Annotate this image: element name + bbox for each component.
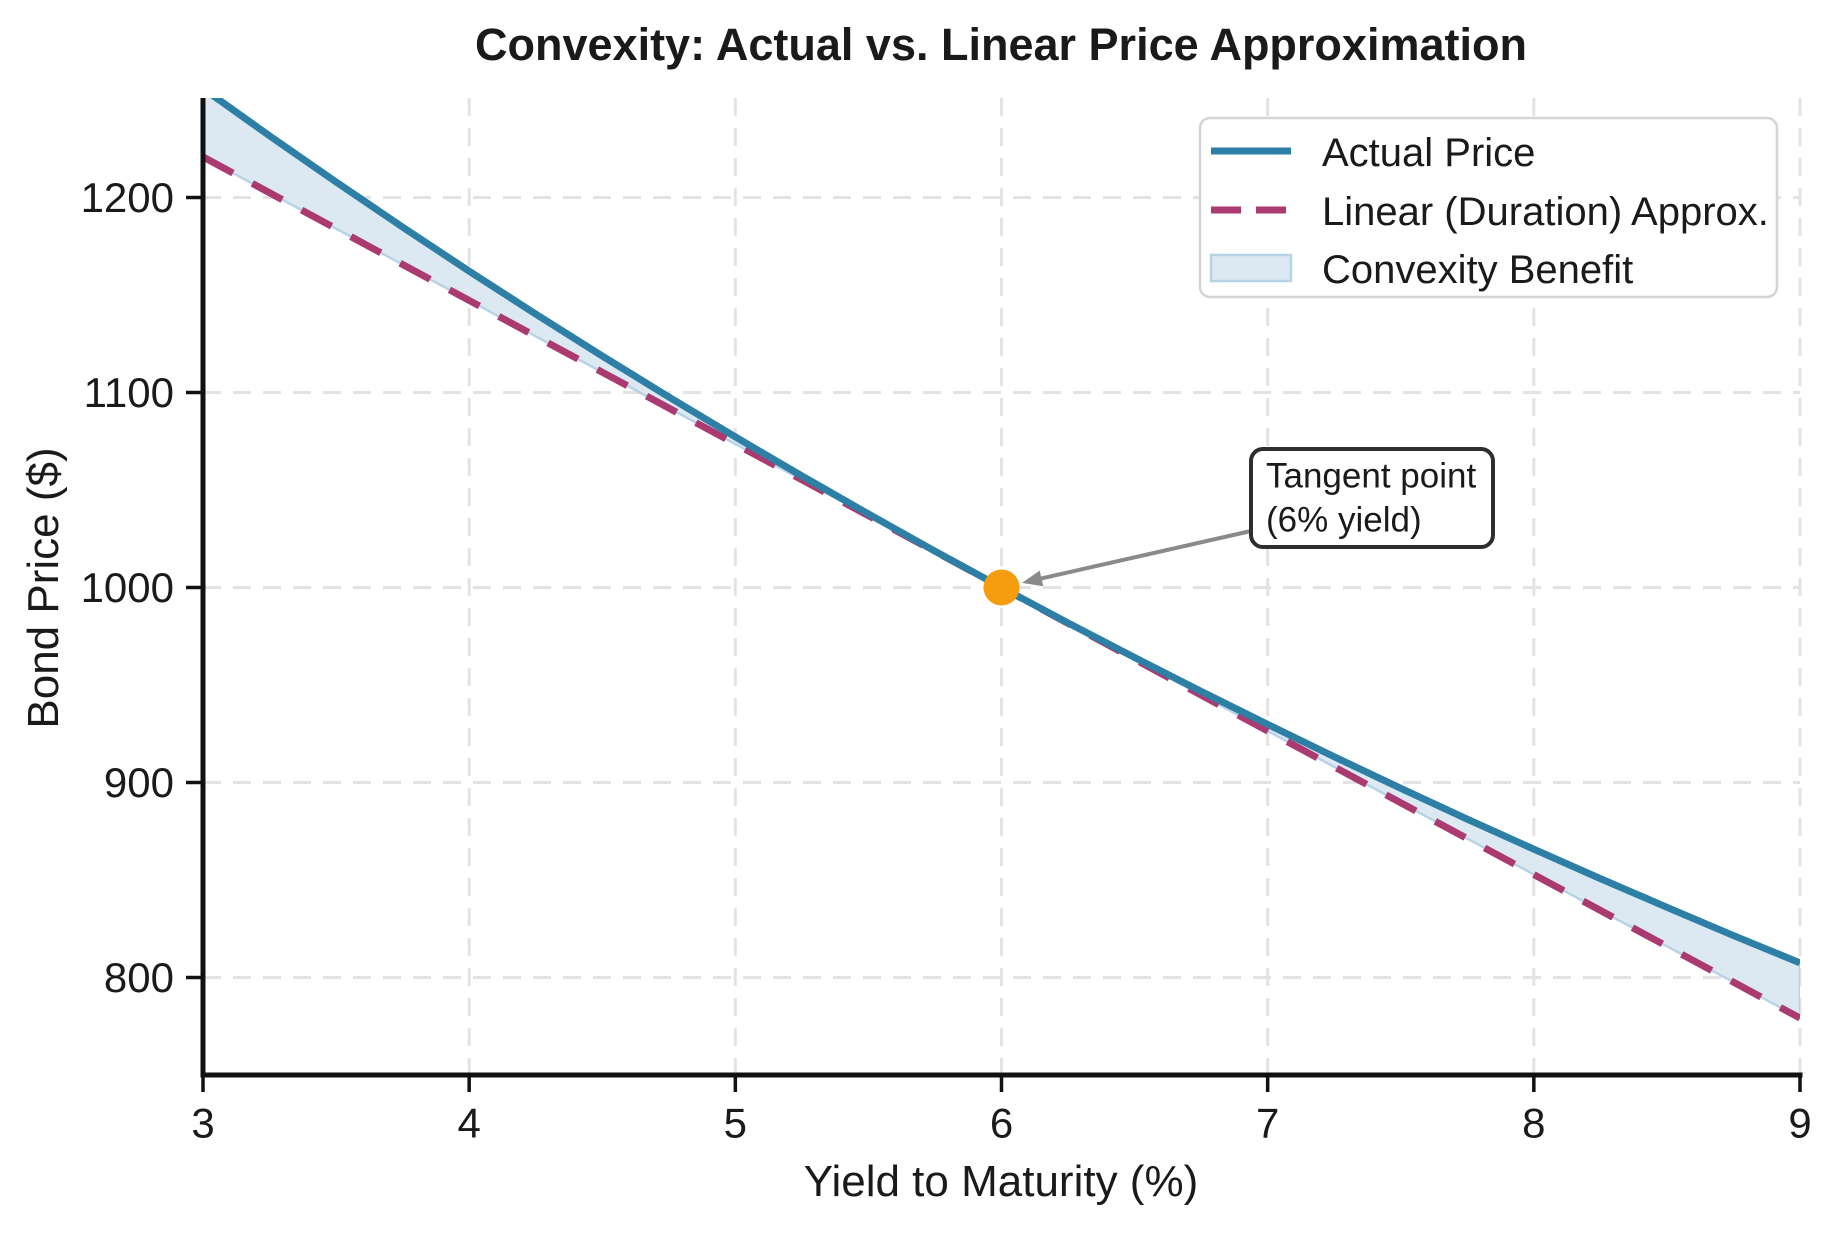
legend-label-actual-price: Actual Price — [1322, 131, 1535, 175]
legend-key-convexity-benefit — [1209, 253, 1293, 283]
x-axis-label: Yield to Maturity (%) — [804, 1157, 1198, 1206]
legend-label-convexity-benefit: Convexity Benefit — [1322, 248, 1633, 292]
annotation-box — [1249, 447, 1495, 549]
x-tick-label-7: 7 — [1256, 1100, 1279, 1147]
annotation-line-1: Tangent point — [1266, 457, 1476, 496]
legend: Actual Price Linear (Duration) Approx. C… — [1198, 116, 1779, 299]
x-tick-label-9: 9 — [1788, 1100, 1811, 1147]
x-tick-label-5: 5 — [724, 1100, 747, 1147]
tangent-point-dot — [983, 569, 1020, 606]
legend-box — [1198, 116, 1779, 299]
y-tick-label-900: 900 — [104, 759, 174, 806]
x-tick-label-6: 6 — [990, 1100, 1013, 1147]
y-tick-label-1000: 1000 — [81, 564, 174, 611]
legend-label-linear-approx: Linear (Duration) Approx. — [1322, 190, 1769, 234]
annotation-arrowhead — [1021, 570, 1044, 587]
annotation-group: Tangent point (6% yield) — [1021, 447, 1495, 587]
tangent-point-group — [983, 569, 1020, 606]
chart-title: Convexity: Actual vs. Linear Price Appro… — [475, 19, 1527, 70]
axes-spines-ticks: 800 900 1000 1100 1200 3 4 5 6 7 8 9 — [81, 98, 1812, 1147]
y-tick-label-1100: 1100 — [84, 369, 174, 416]
y-tick-label-800: 800 — [104, 954, 174, 1001]
x-tick-label-8: 8 — [1522, 1100, 1545, 1147]
annotation-arrow-line — [1037, 529, 1252, 582]
x-tick-label-4: 4 — [457, 1100, 480, 1147]
annotation-line-2: (6% yield) — [1266, 501, 1422, 540]
y-axis-label: Bond Price ($) — [19, 447, 68, 728]
y-tick-label-1200: 1200 — [81, 174, 174, 221]
x-tick-label-3: 3 — [191, 1100, 214, 1147]
